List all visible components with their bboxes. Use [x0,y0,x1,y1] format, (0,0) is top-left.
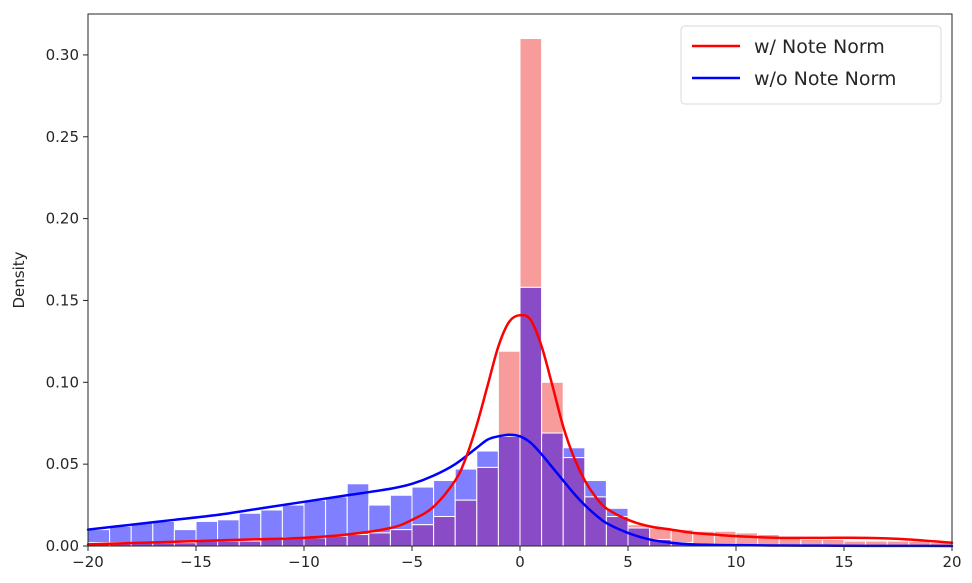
y-tick-label: 0.00 [46,537,79,555]
bar-without-note-norm [87,529,111,544]
legend-label: w/ Note Norm [754,36,885,58]
kde-line-with-note-norm [86,313,954,546]
bar-overlap [303,537,327,547]
bar-with-note-norm [497,350,521,437]
bar-overlap [238,540,262,547]
y-tick-label: 0.25 [46,128,79,146]
bar-overlap [260,538,283,547]
x-tick-label: 20 [942,553,961,571]
bar-overlap [346,534,370,547]
bar-overlap [433,516,456,547]
y-tick-label: 0.05 [46,455,79,473]
y-axis-ticks: 0.00 0.05 0.10 0.15 0.20 0.25 0.30 [46,46,88,555]
x-tick-label: −10 [288,553,320,571]
y-tick-label: 0.20 [46,210,79,228]
bar-overlap [476,466,499,547]
y-tick-label: 0.15 [46,291,79,309]
bar-without-note-norm [303,499,327,539]
bar-overlap [411,524,435,547]
bar-overlap [519,286,543,547]
y-tick-label: 0.10 [46,373,79,391]
legend: w/ Note Norm w/o Note Norm [680,25,942,105]
bar-with-note-norm [713,530,737,545]
legend-label: w/o Note Norm [754,68,896,90]
kde-lines [86,313,954,548]
x-tick-label: 15 [834,553,853,571]
x-tick-label: 10 [726,553,745,571]
bar-overlap [217,540,240,547]
bar-overlap [497,435,521,547]
bar-without-note-norm [152,520,175,544]
bar-without-note-norm [238,512,262,542]
x-tick-label: −5 [401,553,423,571]
x-tick-label: 5 [623,553,633,571]
x-tick-label: −20 [72,553,104,571]
x-axis-ticks: −20 −15 −10 −5 0 5 10 15 20 [72,546,962,571]
x-tick-label: 0 [515,553,525,571]
legend-box [680,25,942,105]
bar-without-note-norm [325,496,348,537]
bar-overlap [541,432,564,547]
bar-overlap [325,535,348,547]
bar-without-note-norm [217,519,240,542]
bar-without-note-norm [584,480,607,498]
y-tick-label: 0.30 [46,46,79,64]
bar-without-note-norm [195,520,219,542]
bar-without-note-norm [260,509,283,540]
bar-without-note-norm [281,504,305,539]
bar-without-note-norm [130,522,154,544]
bar-overlap [454,499,478,547]
x-tick-label: −15 [180,553,212,571]
bar-overlap [389,529,413,547]
bar-without-note-norm [476,450,499,468]
y-axis-label: Density [10,251,28,308]
bar-with-note-norm [519,38,543,288]
bar-without-note-norm [109,525,132,544]
histogram-bars [87,38,953,547]
kde-line-without-note-norm [86,433,954,548]
bar-overlap [368,532,391,547]
